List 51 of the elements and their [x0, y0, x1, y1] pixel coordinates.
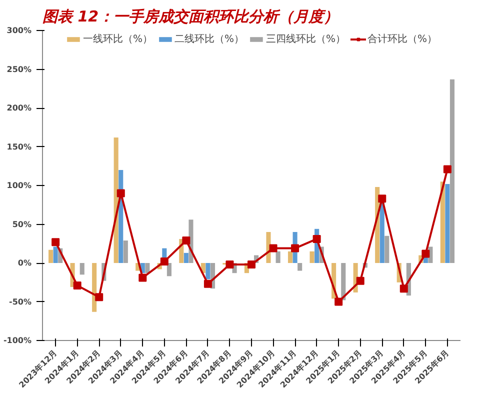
- y-tick-label: 0%: [18, 258, 32, 268]
- y-tick-label: -50%: [9, 297, 32, 306]
- point: [334, 298, 343, 306]
- bar: [166, 263, 172, 276]
- bar: [145, 263, 150, 274]
- bar: [310, 251, 314, 263]
- bar: [184, 252, 188, 263]
- bar: [445, 184, 450, 263]
- y-tick-label: 200%: [6, 104, 32, 112]
- y-tick-label: 250%: [6, 64, 32, 74]
- bar: [123, 240, 128, 263]
- point: [312, 234, 321, 243]
- point: [269, 244, 278, 252]
- point: [378, 194, 386, 203]
- bar: [440, 182, 445, 263]
- point: [356, 276, 364, 285]
- bar: [92, 263, 97, 312]
- bar: [206, 263, 210, 280]
- point: [422, 250, 430, 258]
- point: [400, 284, 408, 293]
- point: [160, 257, 168, 266]
- point: [73, 281, 82, 290]
- point: [291, 244, 300, 252]
- y-tick-label: 300%: [6, 26, 32, 35]
- y-tick-label: 150%: [6, 142, 32, 152]
- bar: [276, 251, 280, 263]
- bar: [384, 236, 390, 263]
- point: [226, 260, 234, 269]
- legend-label: 一线环比（%）: [82, 32, 152, 46]
- bar: [341, 263, 346, 300]
- point: [204, 280, 212, 288]
- point: [248, 260, 256, 269]
- y-tick-label: 100%: [6, 181, 32, 190]
- point: [52, 238, 60, 246]
- point: [116, 189, 125, 198]
- legend-label: 三四线环比（%）: [266, 32, 346, 46]
- bar: [288, 251, 293, 263]
- y-tick-label: -100%: [3, 336, 32, 345]
- y-tick-label: 50%: [12, 220, 32, 229]
- bar: [80, 263, 84, 275]
- legend-label: 二线环比（%）: [174, 32, 244, 46]
- bar: [298, 263, 302, 271]
- bar: [450, 79, 454, 263]
- point: [182, 236, 190, 245]
- chart-title: 图表 12：一手房成交面积环比分析（月度）: [42, 8, 339, 26]
- bar: [53, 246, 58, 263]
- legend-label: 合计环比（%）: [368, 32, 438, 46]
- point: [443, 165, 452, 174]
- point: [95, 293, 104, 302]
- point: [138, 274, 147, 282]
- bar: [48, 250, 54, 263]
